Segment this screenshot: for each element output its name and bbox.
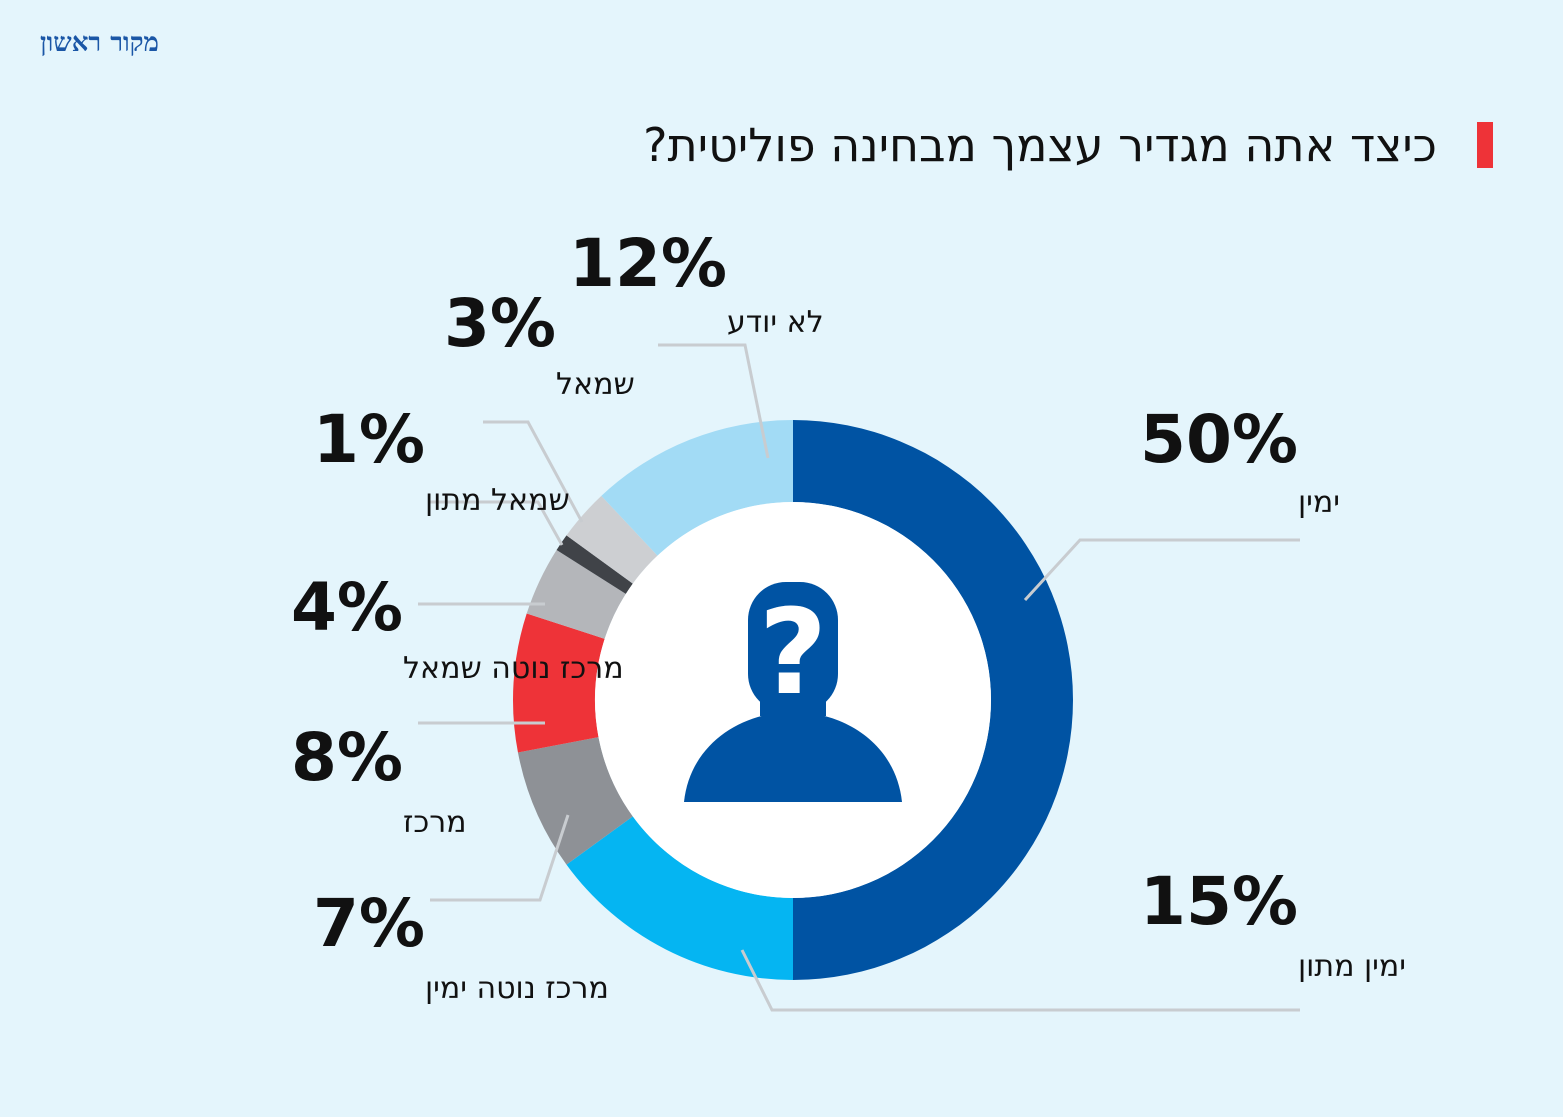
person-question-icon: ? [684, 582, 902, 802]
brand-logo: מקור ראשון [40, 28, 159, 58]
slice-8-value-label: 12% [569, 225, 727, 302]
title-accent-bar [1477, 122, 1493, 168]
slice-1-arc [793, 420, 1073, 980]
slice-2-arc [566, 816, 793, 980]
slice-2-category-label: ימין מתון [1298, 949, 1406, 984]
leader-lines [418, 343, 1300, 1012]
slice-4-value-label: 8% [291, 719, 403, 796]
slice-6-leader-line [430, 500, 564, 546]
slice-6-value-label: 1% [313, 401, 425, 478]
slice-4-category-label: מרכז [403, 805, 467, 840]
slice-7-arc [566, 495, 658, 584]
slice-3-value-label: 7% [313, 885, 425, 962]
slice-2-leader-line [740, 949, 1300, 1012]
slice-4-arc [513, 613, 605, 753]
slice-6-category-label: שמאל מתון [425, 483, 570, 518]
slice-5-value-label: 4% [291, 569, 403, 646]
slice-labels: 50%ימין 15%ימין מתון 7%מרכז נוטה ימין 8%מרכ… [291, 225, 1406, 1006]
slice-8-leader-line [658, 343, 770, 459]
slice-5-category-label: מרכז נוטה שמאל [403, 651, 624, 686]
slice-8-category-label: לא יודע [727, 305, 824, 340]
slice-8-arc [601, 420, 793, 556]
slice-1-category-label: ימין [1298, 485, 1340, 520]
donut-slices [513, 420, 1073, 980]
svg-text:?: ? [759, 583, 827, 721]
title-block: כיצד אתה מגדיר עצמך מבחינה פוליטית? [643, 118, 1493, 172]
slice-6-arc [556, 535, 633, 594]
slice-7-leader-line [483, 420, 584, 523]
slice-7-value-label: 3% [444, 285, 556, 362]
slice-3-category-label: מרכז נוטה ימין [425, 971, 609, 1006]
slice-1-leader-line [1023, 538, 1300, 602]
slice-3-leader-line [430, 814, 570, 902]
slice-5-arc [526, 549, 626, 639]
chart-title: כיצד אתה מגדיר עצמך מבחינה פוליטית? [643, 118, 1437, 172]
slice-2-value-label: 15% [1140, 863, 1298, 940]
slice-3-arc [517, 737, 633, 865]
slice-1-value-label: 50% [1140, 401, 1298, 478]
slice-7-category-label: שמאל [556, 367, 635, 402]
